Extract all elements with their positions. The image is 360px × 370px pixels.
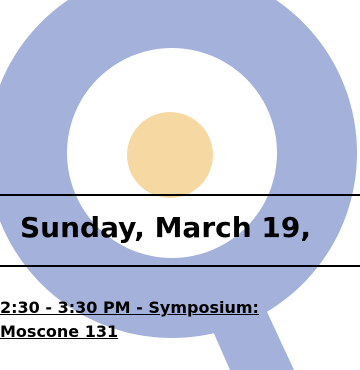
- day-heading: Sunday, March 19,: [20, 211, 312, 244]
- top-divider: [0, 194, 360, 196]
- bottom-divider: [0, 265, 360, 267]
- session-link[interactable]: 2:30 - 3:30 PM - Symposium: Moscone 131: [0, 296, 259, 344]
- session-time-title: 2:30 - 3:30 PM - Symposium:: [0, 298, 259, 317]
- session-location: Moscone 131: [0, 322, 119, 341]
- q-logo-ring: [0, 0, 357, 338]
- q-logo-tail: [193, 286, 294, 370]
- q-logo-dot: [127, 112, 213, 198]
